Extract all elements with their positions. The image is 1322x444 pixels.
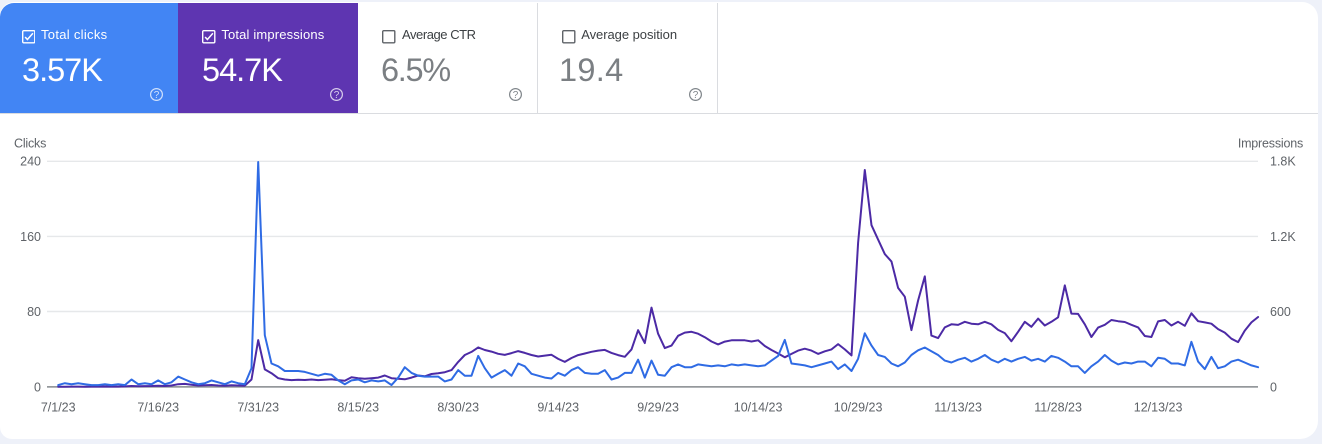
svg-text:11/13/23: 11/13/23 bbox=[934, 401, 982, 415]
svg-text:7/16/23: 7/16/23 bbox=[137, 401, 179, 415]
svg-text:?: ? bbox=[693, 90, 699, 101]
svg-text:Clicks: Clicks bbox=[14, 137, 46, 151]
svg-text:8/15/23: 8/15/23 bbox=[337, 401, 379, 415]
svg-text:?: ? bbox=[513, 90, 519, 101]
svg-text:1.2K: 1.2K bbox=[1270, 230, 1296, 244]
svg-text:8/30/23: 8/30/23 bbox=[437, 401, 479, 415]
svg-text:9/14/23: 9/14/23 bbox=[537, 401, 579, 415]
svg-text:240: 240 bbox=[20, 155, 41, 169]
svg-text:10/14/23: 10/14/23 bbox=[734, 401, 783, 415]
svg-text:7/1/23: 7/1/23 bbox=[41, 401, 76, 415]
svg-text:?: ? bbox=[154, 90, 160, 101]
svg-text:0: 0 bbox=[34, 380, 41, 394]
svg-text:12/13/23: 12/13/23 bbox=[1134, 401, 1183, 415]
svg-text:160: 160 bbox=[20, 230, 41, 244]
svg-text:1.8K: 1.8K bbox=[1270, 155, 1296, 169]
svg-text:11/28/23: 11/28/23 bbox=[1034, 401, 1082, 415]
svg-text:0: 0 bbox=[1270, 380, 1277, 394]
svg-text:?: ? bbox=[334, 90, 340, 101]
svg-text:9/29/23: 9/29/23 bbox=[637, 401, 679, 415]
svg-text:7/31/23: 7/31/23 bbox=[237, 401, 279, 415]
svg-text:600: 600 bbox=[1270, 305, 1291, 319]
svg-text:80: 80 bbox=[27, 305, 41, 319]
svg-text:Impressions: Impressions bbox=[1238, 137, 1303, 151]
svg-text:10/29/23: 10/29/23 bbox=[834, 401, 883, 415]
